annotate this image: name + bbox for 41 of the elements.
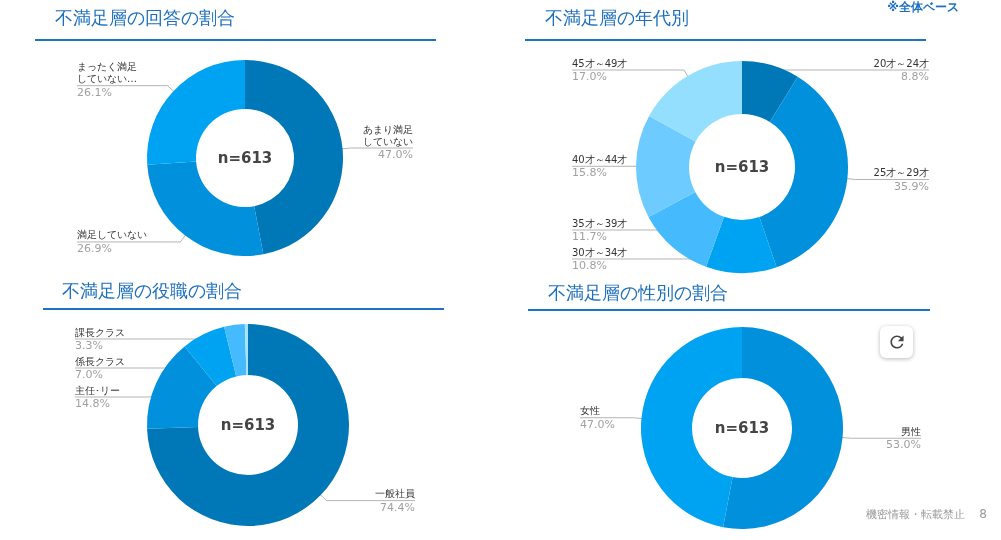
text: 機密情報・転載禁止: [866, 508, 965, 521]
slice-label: 35才～39才: [572, 217, 628, 229]
data-label: 47.0%: [580, 417, 615, 431]
slice-label: 25才～29才: [873, 167, 929, 179]
text: n=613: [217, 149, 273, 167]
slice-label: まったく満足していない…: [77, 61, 137, 85]
slice-label: 男性: [901, 425, 921, 437]
slice-label: 満足していない: [77, 229, 147, 241]
text: 8: [979, 507, 987, 521]
data-label: 8.8%: [901, 70, 929, 83]
text: n=613: [714, 158, 770, 176]
chart-title: 不満足層の回答の割合: [55, 6, 235, 28]
slice-label: 主任･リー: [75, 384, 120, 396]
data-label: 10.8%: [572, 259, 607, 272]
slice-label: 20才～24才: [873, 57, 929, 69]
data-label: 74.4%: [380, 500, 415, 514]
slice-label: 45才～49才: [572, 57, 628, 69]
data-label: 3.3%: [75, 339, 103, 352]
data-label: 47.0%: [378, 148, 413, 162]
data-label: 26.1%: [77, 85, 112, 99]
slice-label: 課長クラス: [75, 326, 125, 338]
data-label: 11.7%: [572, 230, 607, 243]
text: n=613: [714, 419, 770, 437]
data-label: 17.0%: [572, 70, 607, 83]
chart-title: 不満足層の役職の割合: [62, 279, 242, 301]
text: ※全体ベース: [887, 0, 959, 14]
data-label: 14.8%: [75, 397, 110, 410]
slice-label: 女性: [580, 405, 600, 417]
slice-label: 40才～44才: [572, 153, 628, 165]
slice-label: 係長クラス: [75, 355, 125, 367]
chart-title: 不満足層の年代別: [545, 6, 689, 28]
data-label: 15.8%: [572, 166, 607, 180]
data-label: 26.9%: [77, 241, 112, 255]
slice-label: 30才～34才: [572, 246, 628, 258]
data-label: 7.0%: [75, 368, 103, 381]
data-label: 53.0%: [886, 438, 921, 452]
slice-label: あまり満足していない: [363, 123, 413, 147]
chart-title: 不満足層の性別の割合: [548, 281, 728, 303]
text: n=613: [220, 416, 276, 434]
data-label: 35.9%: [894, 179, 929, 193]
slice-label: 一般社員: [375, 488, 415, 500]
